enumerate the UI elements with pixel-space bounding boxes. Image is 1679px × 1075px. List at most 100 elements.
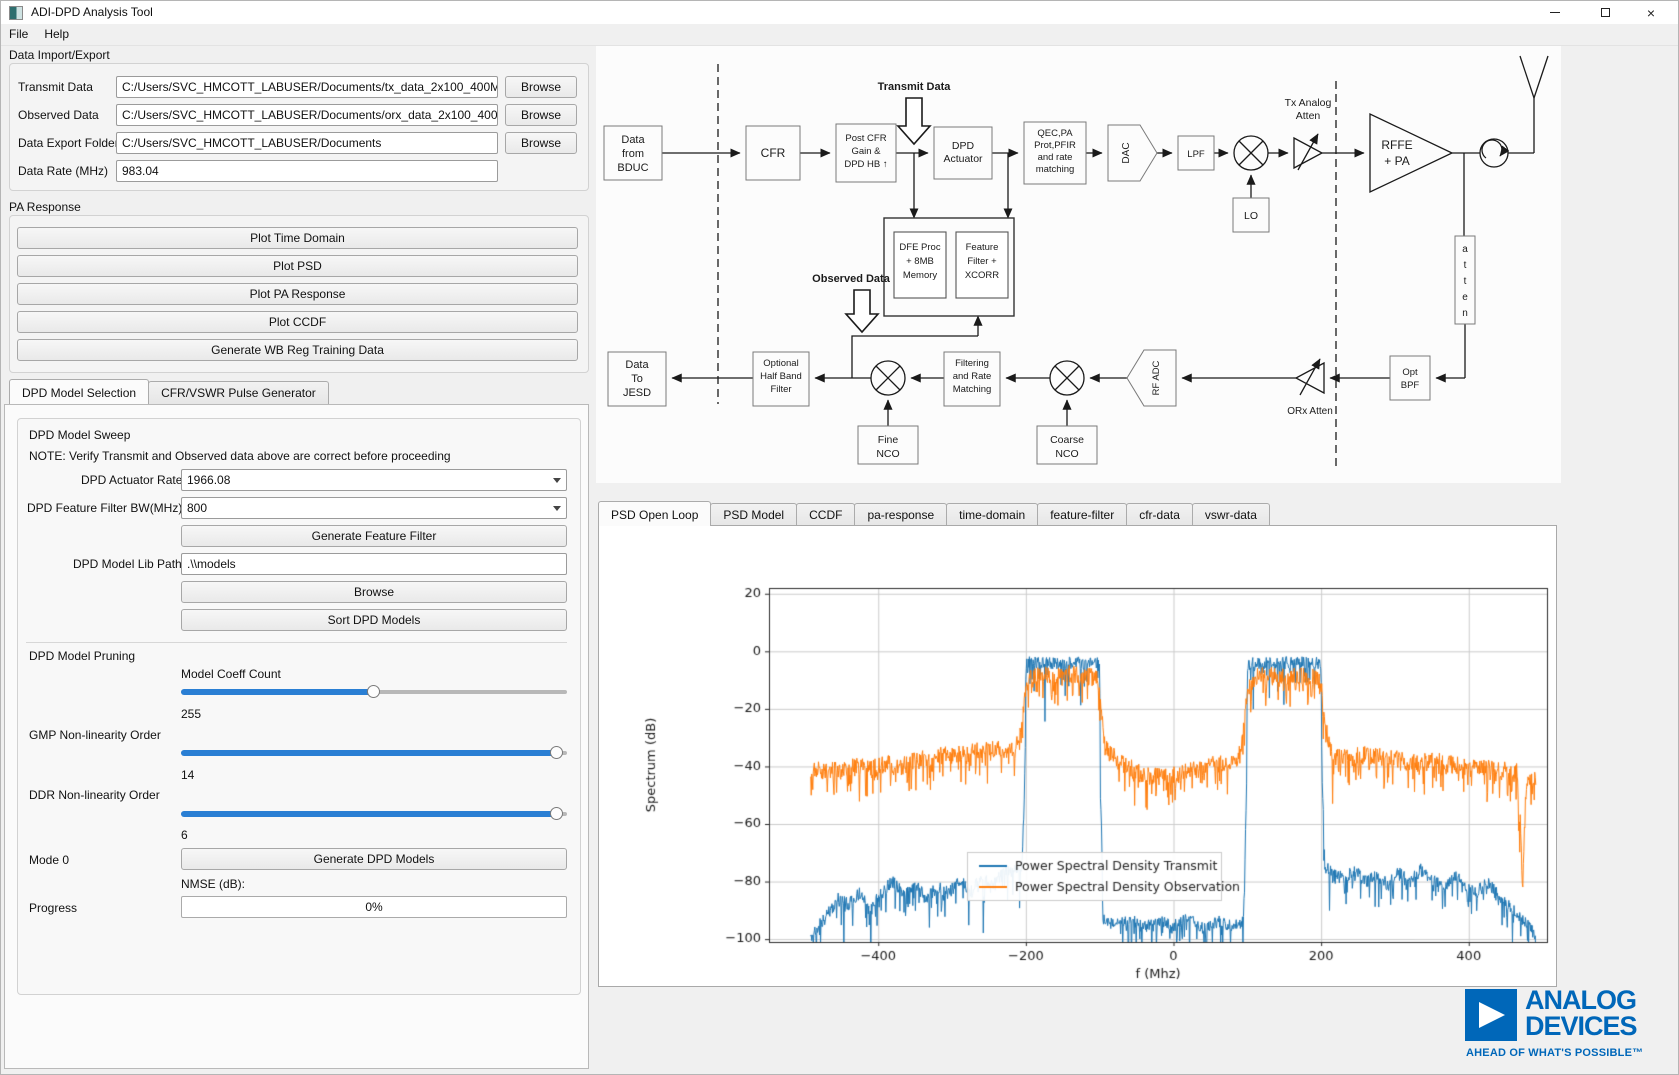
coarse-nco-label: Coarse [1050, 434, 1084, 446]
svg-text:Memory: Memory [903, 270, 938, 281]
observed-data-input[interactable]: C:/Users/SVC_HMCOTT_LABUSER/Documents/or… [116, 104, 498, 126]
post-cfr-label: Post CFR [845, 133, 886, 144]
tab-cfr-vswr-pulse-generator[interactable]: CFR/VSWR Pulse Generator [148, 381, 329, 404]
nmse-label: NMSE (dB): [181, 877, 246, 891]
gmp-order-slider[interactable] [181, 746, 567, 760]
feature-bw-combo[interactable]: 800 [181, 497, 567, 519]
sort-dpd-models-button[interactable]: Sort DPD Models [181, 609, 567, 631]
slider-handle[interactable] [550, 746, 564, 759]
browse-export-button[interactable]: Browse [505, 132, 577, 154]
observed-data-label: Observed Data [812, 273, 891, 285]
svg-text:and Rate: and Rate [953, 371, 992, 382]
plot-tab-cfr-data[interactable]: cfr-data [1126, 503, 1193, 526]
atten-label: a [1462, 244, 1468, 255]
svg-text:+ PA: + PA [1384, 154, 1409, 168]
svg-text:NCO: NCO [876, 448, 899, 460]
model-sweep-title: DPD Model Sweep [29, 428, 131, 442]
psd-chart [599, 526, 1556, 984]
data-rate-input[interactable]: 983.04 [116, 160, 498, 182]
plot-tab-bar: PSD Open Loop PSD Model CCDF pa-response tim… [598, 501, 1557, 526]
svg-text:BDUC: BDUC [617, 162, 648, 174]
actuator-rate-combo[interactable]: 1966.08 [181, 469, 567, 491]
export-folder-input[interactable]: C:/Users/SVC_HMCOTT_LABUSER/Documents [116, 132, 498, 154]
window-title: ADI-DPD Analysis Tool [31, 5, 153, 19]
slider-handle[interactable] [550, 807, 564, 820]
dac-label: DAC [1121, 142, 1132, 163]
lpf-label: LPF [1187, 149, 1205, 160]
menu-file[interactable]: File [9, 27, 29, 41]
mode-label: Mode 0 [29, 853, 70, 867]
dpd-actuator-label: DPD [952, 140, 975, 152]
rf-adc-shape [1126, 349, 1177, 407]
generate-feature-filter-button[interactable]: Generate Feature Filter [181, 525, 567, 547]
plot-tab-ccdf[interactable]: CCDF [796, 503, 856, 526]
transmit-data-arrow-icon [896, 97, 932, 146]
svg-text:Filter +: Filter + [967, 256, 997, 267]
cfr-box [745, 125, 801, 181]
plot-tab-psd-model[interactable]: PSD Model [710, 503, 798, 526]
svg-text:BPF: BPF [1401, 380, 1420, 391]
close-button[interactable]: × [1628, 1, 1674, 24]
pruning-title: DPD Model Pruning [29, 649, 136, 663]
model-coeff-slider[interactable] [181, 685, 567, 699]
plot-tab-pa-response[interactable]: pa-response [854, 503, 948, 526]
actuator-rate-value: 1966.08 [187, 473, 231, 487]
data-rate-label: Data Rate (MHz) [18, 164, 109, 178]
separator [26, 642, 567, 643]
lib-path-input[interactable]: .\\models [181, 553, 567, 575]
plot-tab-vswr-data[interactable]: vswr-data [1191, 503, 1270, 526]
minimize-icon [1550, 12, 1560, 13]
feature-bw-value: 800 [187, 501, 208, 515]
maximize-icon [1600, 8, 1610, 17]
dfe-proc-label: DFE Proc [899, 242, 940, 253]
browse-models-button[interactable]: Browse [181, 581, 567, 603]
generate-dpd-models-button[interactable]: Generate DPD Models [181, 848, 567, 870]
svg-text:Actuator: Actuator [943, 153, 983, 165]
adi-wordmark: ANALOG DEVICES [1525, 985, 1638, 1041]
tx-atten-amp-icon [1293, 136, 1324, 170]
ddr-order-slider[interactable] [181, 807, 567, 821]
actuator-rate-label: DPD Actuator Rate [81, 473, 183, 487]
tab-dpd-model-selection[interactable]: DPD Model Selection [9, 379, 150, 404]
svg-text:XCORR: XCORR [965, 270, 999, 281]
plot-tab-feature-filter[interactable]: feature-filter [1037, 503, 1128, 526]
chart-panel [598, 525, 1557, 987]
gmp-order-value: 14 [181, 768, 195, 782]
browse-observed-button[interactable]: Browse [505, 104, 577, 126]
svg-text:Gain &: Gain & [851, 146, 881, 157]
filtering-box [943, 351, 1001, 407]
transmit-data-input[interactable]: C:/Users/SVC_HMCOTT_LABUSER/Documents/tx… [116, 76, 498, 98]
half-band-box [752, 351, 810, 407]
browse-transmit-button[interactable]: Browse [505, 76, 577, 98]
plot-ccdf-button[interactable]: Plot CCDF [17, 311, 578, 333]
svg-text:t: t [1464, 276, 1467, 287]
plot-time-domain-button[interactable]: Plot Time Domain [17, 227, 578, 249]
menu-help[interactable]: Help [44, 27, 70, 41]
data-from-bduc-box [603, 125, 663, 181]
plot-psd-button[interactable]: Plot PSD [17, 255, 578, 277]
slider-fill [181, 689, 374, 695]
coarse-nco-box [1036, 425, 1098, 465]
post-cfr-box [835, 123, 897, 183]
svg-text:matching: matching [1036, 164, 1075, 175]
gmp-order-label: GMP Non-linearity Order [29, 728, 161, 742]
maximize-button[interactable] [1582, 1, 1628, 24]
plot-pa-response-button[interactable]: Plot PA Response [17, 283, 578, 305]
plot-tab-psd-open-loop[interactable]: PSD Open Loop [598, 501, 712, 526]
svg-text:Matching: Matching [953, 384, 992, 395]
svg-text:NCO: NCO [1055, 448, 1078, 460]
rx-mixer1-icon [870, 360, 906, 396]
half-band-label: Optional [763, 358, 798, 369]
transmit-data-label: Transmit Data [18, 80, 93, 94]
svg-text:To: To [631, 373, 643, 385]
export-folder-label: Data Export Folder [18, 136, 119, 150]
rffe-pa-label: RFFE [1381, 138, 1412, 152]
feature-bw-label: DPD Feature Filter BW(MHz) [27, 501, 183, 515]
data-to-jesd-box [607, 351, 667, 407]
model-coeff-value: 255 [181, 707, 202, 721]
generate-wb-reg-training-data-button[interactable]: Generate WB Reg Training Data [17, 339, 578, 361]
plot-tab-time-domain[interactable]: time-domain [946, 503, 1039, 526]
menu-bar: File Help [1, 24, 1678, 46]
minimize-button[interactable] [1532, 1, 1578, 24]
slider-handle[interactable] [367, 685, 380, 698]
